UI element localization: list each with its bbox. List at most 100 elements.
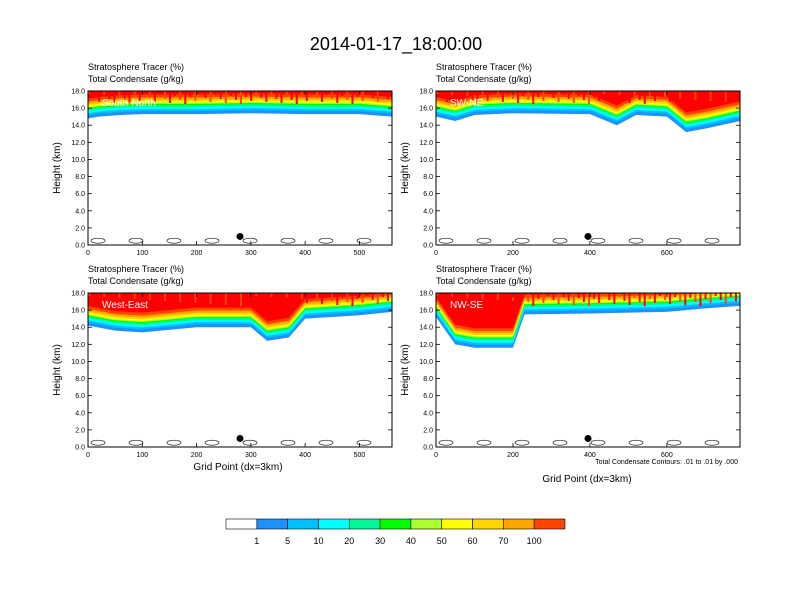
- tracer-column: [250, 293, 253, 303]
- y-tick-label: 2.0: [75, 427, 85, 434]
- tracer-column: [522, 91, 525, 96]
- tracer-column: [321, 293, 324, 304]
- tracer-column: [674, 293, 677, 297]
- colorbar-bin: [348, 518, 381, 530]
- tracer-column: [577, 293, 580, 298]
- tracer-column: [522, 293, 525, 298]
- colorbar-label: 40: [406, 536, 416, 546]
- tracer-column: [184, 293, 187, 306]
- tracer-column: [461, 91, 464, 103]
- plot-background: [88, 91, 392, 245]
- tracer-column: [199, 91, 202, 94]
- location-marker: [584, 434, 592, 442]
- tracer-column: [214, 91, 217, 95]
- tracer-column: [361, 293, 364, 303]
- tracer-column: [436, 91, 438, 94]
- tracer-column: [310, 293, 313, 296]
- x-tick-label: 600: [661, 452, 673, 459]
- colorbar-bin: [287, 518, 319, 530]
- tracer-column: [108, 91, 111, 99]
- condensate-label: Total Condensate (g/kg): [436, 276, 532, 286]
- tracer-column: [532, 293, 535, 306]
- colorbar-label: 30: [375, 536, 385, 546]
- tracer-column: [174, 91, 177, 96]
- tracer-column: [245, 91, 248, 97]
- tracer-column: [158, 293, 161, 297]
- tracer-column: [280, 293, 283, 305]
- tracer-column: [381, 91, 384, 95]
- tracer-column: [366, 293, 369, 296]
- tracer-column: [275, 293, 278, 301]
- y-tick-label: 12.0: [419, 342, 433, 349]
- y-tick-label: 10.0: [71, 157, 85, 164]
- tracer-column: [658, 293, 661, 296]
- colorbar-bin: [256, 518, 288, 530]
- panel-name: SW-NE: [450, 98, 483, 109]
- tracer-column: [280, 91, 283, 103]
- tracer-column: [506, 91, 509, 95]
- panels: Stratosphere Tracer (%) Total Condensate …: [52, 62, 741, 459]
- tracer-column: [572, 91, 575, 103]
- tracer-column: [194, 91, 197, 101]
- tracer-column: [537, 293, 540, 299]
- tracer-column: [224, 293, 227, 305]
- condensate-contour: [552, 439, 568, 446]
- tracer-column: [346, 91, 349, 100]
- tracer-column: [598, 91, 601, 101]
- colorbar-label: 10: [313, 536, 323, 546]
- x-tick-label: 200: [191, 452, 203, 459]
- tracer-label: Stratosphere Tracer (%): [88, 62, 184, 72]
- tracer-column: [285, 293, 288, 298]
- tracer-column: [486, 293, 489, 303]
- tracer-column: [501, 293, 504, 304]
- y-tick-label: 18.0: [71, 291, 85, 298]
- tracer-column: [456, 293, 459, 301]
- tracer-column: [608, 293, 611, 300]
- condensate-contour: [356, 439, 372, 446]
- tracer-column: [153, 293, 156, 304]
- colorbar-bin: [441, 518, 473, 530]
- tracer-column: [567, 293, 570, 301]
- location-marker: [236, 232, 244, 240]
- x-tick-label: 100: [136, 250, 148, 257]
- tracer-column: [204, 293, 207, 300]
- y-tick-label: 14.0: [71, 325, 85, 332]
- y-tick-label: 0.0: [75, 445, 85, 452]
- tracer-field: [436, 293, 740, 447]
- condensate-contour: [476, 237, 492, 244]
- tracer-column: [456, 91, 459, 99]
- condensate-contour: [128, 237, 144, 244]
- tracer-column: [603, 91, 606, 94]
- tracer-column: [351, 293, 354, 306]
- x-tick-label: 300: [245, 452, 257, 459]
- y-tick-label: 14.0: [419, 325, 433, 332]
- y-tick-label: 18.0: [419, 89, 433, 96]
- tracer-column: [547, 293, 550, 296]
- tracer-column: [714, 91, 717, 94]
- condensate-contour: [704, 439, 720, 446]
- tracer-column: [265, 91, 268, 102]
- tracer-column: [316, 91, 318, 98]
- tracer-column: [734, 91, 737, 99]
- condensate-contour: [704, 237, 720, 244]
- tracer-column: [638, 91, 641, 100]
- tracer-column: [361, 91, 364, 101]
- tracer-column: [653, 293, 656, 303]
- tracer-column: [275, 91, 278, 99]
- tracer-column: [133, 293, 136, 299]
- tracer-column: [729, 293, 732, 297]
- tracer-column: [356, 293, 359, 299]
- tracer-column: [336, 91, 339, 103]
- location-marker: [236, 434, 244, 442]
- panel-name: NW-SE: [450, 300, 483, 311]
- tracer-column: [174, 293, 177, 298]
- x-tick-label: 0: [434, 452, 438, 459]
- tracer-column: [674, 91, 677, 95]
- tracer-column: [669, 91, 672, 102]
- tracer-column: [517, 293, 520, 305]
- plot-frame: [435, 292, 741, 448]
- tracer-column: [204, 91, 207, 98]
- tracer-column: [260, 293, 263, 300]
- tracer-column: [628, 91, 631, 103]
